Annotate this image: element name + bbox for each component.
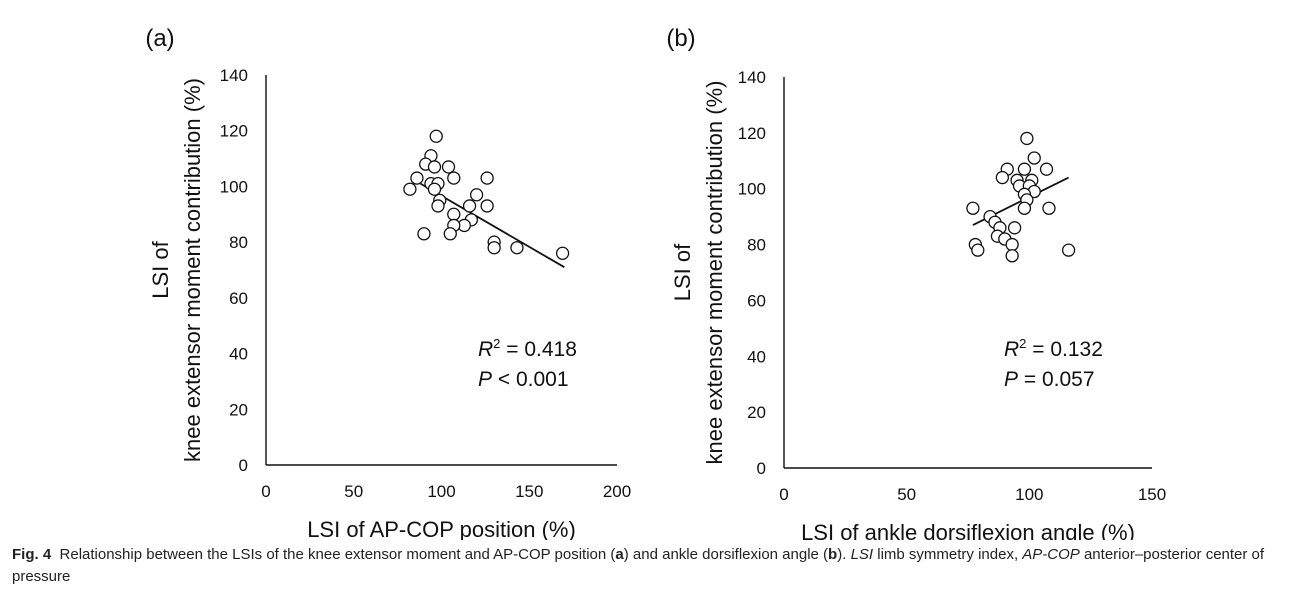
y-axis-label-line2: knee extensor moment contribution (%)	[180, 78, 205, 462]
data-point	[487, 241, 501, 255]
data-point	[1007, 221, 1022, 235]
data-point	[462, 199, 477, 213]
caption-abbr-lsi: LSI	[850, 546, 874, 563]
data-point	[480, 171, 494, 185]
r-squared-annotation: R2 = 0.132	[1004, 336, 1103, 361]
r-superscript: 2	[493, 336, 500, 351]
y-tick-label: 100	[220, 177, 248, 196]
x-tick-label: 150	[515, 482, 543, 501]
figure-caption: Fig. 4 Relationship between the LSIs of …	[12, 544, 1272, 588]
y-tick-label: 80	[747, 236, 766, 255]
x-tick-label: 0	[779, 485, 788, 504]
chart-panel-a: (a) 0 20 40 60 80 100 120 140 0 50 100 150 200 LSI of …	[145, 25, 631, 540]
y-tick-label: 120	[738, 124, 766, 143]
caption-text-1: Relationship between the LSIs of the kne…	[59, 546, 616, 563]
data-point	[1020, 131, 1034, 146]
caption-text-5: anterior–posterior center of pressure	[12, 546, 1265, 585]
caption-abbr-apcop: AP-COP	[1022, 546, 1080, 563]
y-tick-label: 60	[229, 289, 248, 308]
y-axis-label-line1: LSI of	[670, 243, 695, 301]
x-tick-label: 50	[344, 482, 363, 501]
y-tick-label: 0	[239, 456, 248, 475]
p-value: < 0.001	[492, 368, 568, 391]
data-point	[966, 201, 980, 215]
r-label: R	[478, 338, 493, 361]
data-point	[971, 243, 985, 257]
y-tick-label: 20	[747, 403, 766, 422]
panel-title: (a)	[145, 25, 174, 52]
r-label: R	[1004, 338, 1019, 361]
data-point	[1005, 249, 1019, 263]
data-point	[480, 199, 494, 213]
caption-panel-a: a	[615, 546, 624, 563]
x-tick-label: 100	[1015, 485, 1043, 504]
caption-text-3: ).	[837, 546, 851, 563]
data-point	[510, 241, 524, 255]
r-squared-annotation: R2 = 0.418	[478, 336, 577, 361]
x-tick-label: 150	[1138, 485, 1166, 504]
panel-title: (b)	[666, 25, 695, 52]
data-point	[410, 171, 424, 185]
caption-panel-b: b	[828, 546, 838, 563]
x-axis-label: LSI of AP-COP position (%)	[307, 517, 576, 540]
caption-fig-label: Fig. 4	[12, 546, 52, 563]
x-tick-label: 50	[897, 485, 916, 504]
data-point	[417, 227, 431, 241]
data-point	[431, 199, 445, 213]
y-tick-label: 80	[229, 233, 248, 252]
p-value: = 0.057	[1018, 368, 1094, 391]
p-value-annotation: P = 0.057	[1004, 368, 1095, 391]
y-tick-label: 20	[229, 400, 248, 419]
y-tick-label: 100	[738, 180, 766, 199]
data-point	[443, 227, 457, 241]
data-point	[1017, 201, 1032, 215]
data-point	[447, 207, 461, 221]
data-point	[427, 160, 442, 174]
y-axis-label-line2: knee extensor moment contribution (%)	[702, 81, 727, 465]
y-tick-label: 140	[738, 68, 766, 87]
data-point	[1017, 162, 1032, 176]
y-tick-label: 140	[220, 66, 248, 85]
r-squared-value: = 0.418	[500, 338, 576, 361]
x-axis-label: LSI of ankle dorsiflexion angle (%)	[801, 520, 1135, 540]
p-label: P	[1004, 368, 1018, 391]
p-label: P	[478, 368, 492, 391]
data-point	[555, 246, 570, 260]
y-axis-label-line1: LSI of	[148, 240, 173, 298]
y-tick-label: 60	[747, 291, 766, 310]
data-point	[1061, 243, 1076, 257]
data-point	[441, 160, 456, 174]
data-point	[447, 171, 461, 185]
data-point	[403, 182, 417, 196]
data-point	[995, 170, 1009, 185]
x-tick-label: 200	[603, 482, 631, 501]
y-tick-label: 120	[220, 122, 248, 141]
r-superscript: 2	[1019, 336, 1026, 351]
x-tick-label: 0	[261, 482, 270, 501]
data-point	[1005, 237, 1019, 252]
data-point	[427, 182, 442, 196]
caption-text-2: ) and ankle dorsiflexion angle (	[623, 546, 829, 563]
y-tick-label: 40	[229, 345, 248, 364]
y-tick-label: 0	[757, 459, 766, 478]
x-tick-label: 100	[427, 482, 455, 501]
r-squared-value: = 0.132	[1026, 338, 1102, 361]
data-point	[1039, 162, 1054, 176]
data-point	[1042, 201, 1056, 215]
y-tick-label: 40	[747, 347, 766, 366]
data-point	[1027, 151, 1041, 165]
data-point	[469, 188, 484, 202]
caption-text-4: limb symmetry index,	[873, 546, 1023, 563]
data-point	[429, 129, 443, 143]
p-value-annotation: P < 0.001	[478, 368, 569, 391]
